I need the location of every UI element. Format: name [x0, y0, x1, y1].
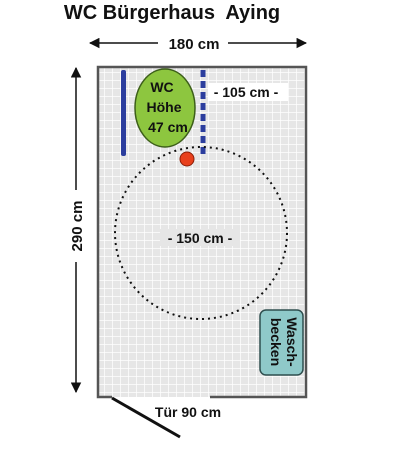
height-label: 290 cm: [69, 201, 86, 252]
grab-bar-icon: [121, 70, 126, 156]
sink-icon: [259, 309, 304, 376]
width-label: 180 cm: [169, 36, 220, 53]
turning-circle: [114, 146, 288, 320]
toilet-label-line2: Höhe: [147, 99, 182, 115]
sink-label-line1: Wasch-: [284, 317, 300, 367]
width-label-bg: [158, 34, 228, 52]
toilet-label-line3: 47 cm: [148, 119, 188, 135]
turning-circle-label: - 150 cm -: [168, 230, 233, 246]
toilet-label-line1: WC: [150, 79, 173, 95]
marker-dot-icon: [179, 151, 195, 167]
page-title: WC Bürgerhaus Aying: [64, 2, 280, 24]
turning-circle-label-bg: [160, 229, 240, 246]
room-walls: [96, 65, 308, 399]
clearance-label: - 105 cm -: [214, 84, 279, 100]
toilet-icon: [134, 68, 196, 148]
door-icon: [111, 396, 181, 439]
clearance-label-bg: [208, 83, 288, 101]
height-label-bg: [64, 190, 88, 262]
sink-label-line2: becken: [268, 318, 284, 366]
door-label: Tür 90 cm: [155, 404, 221, 420]
